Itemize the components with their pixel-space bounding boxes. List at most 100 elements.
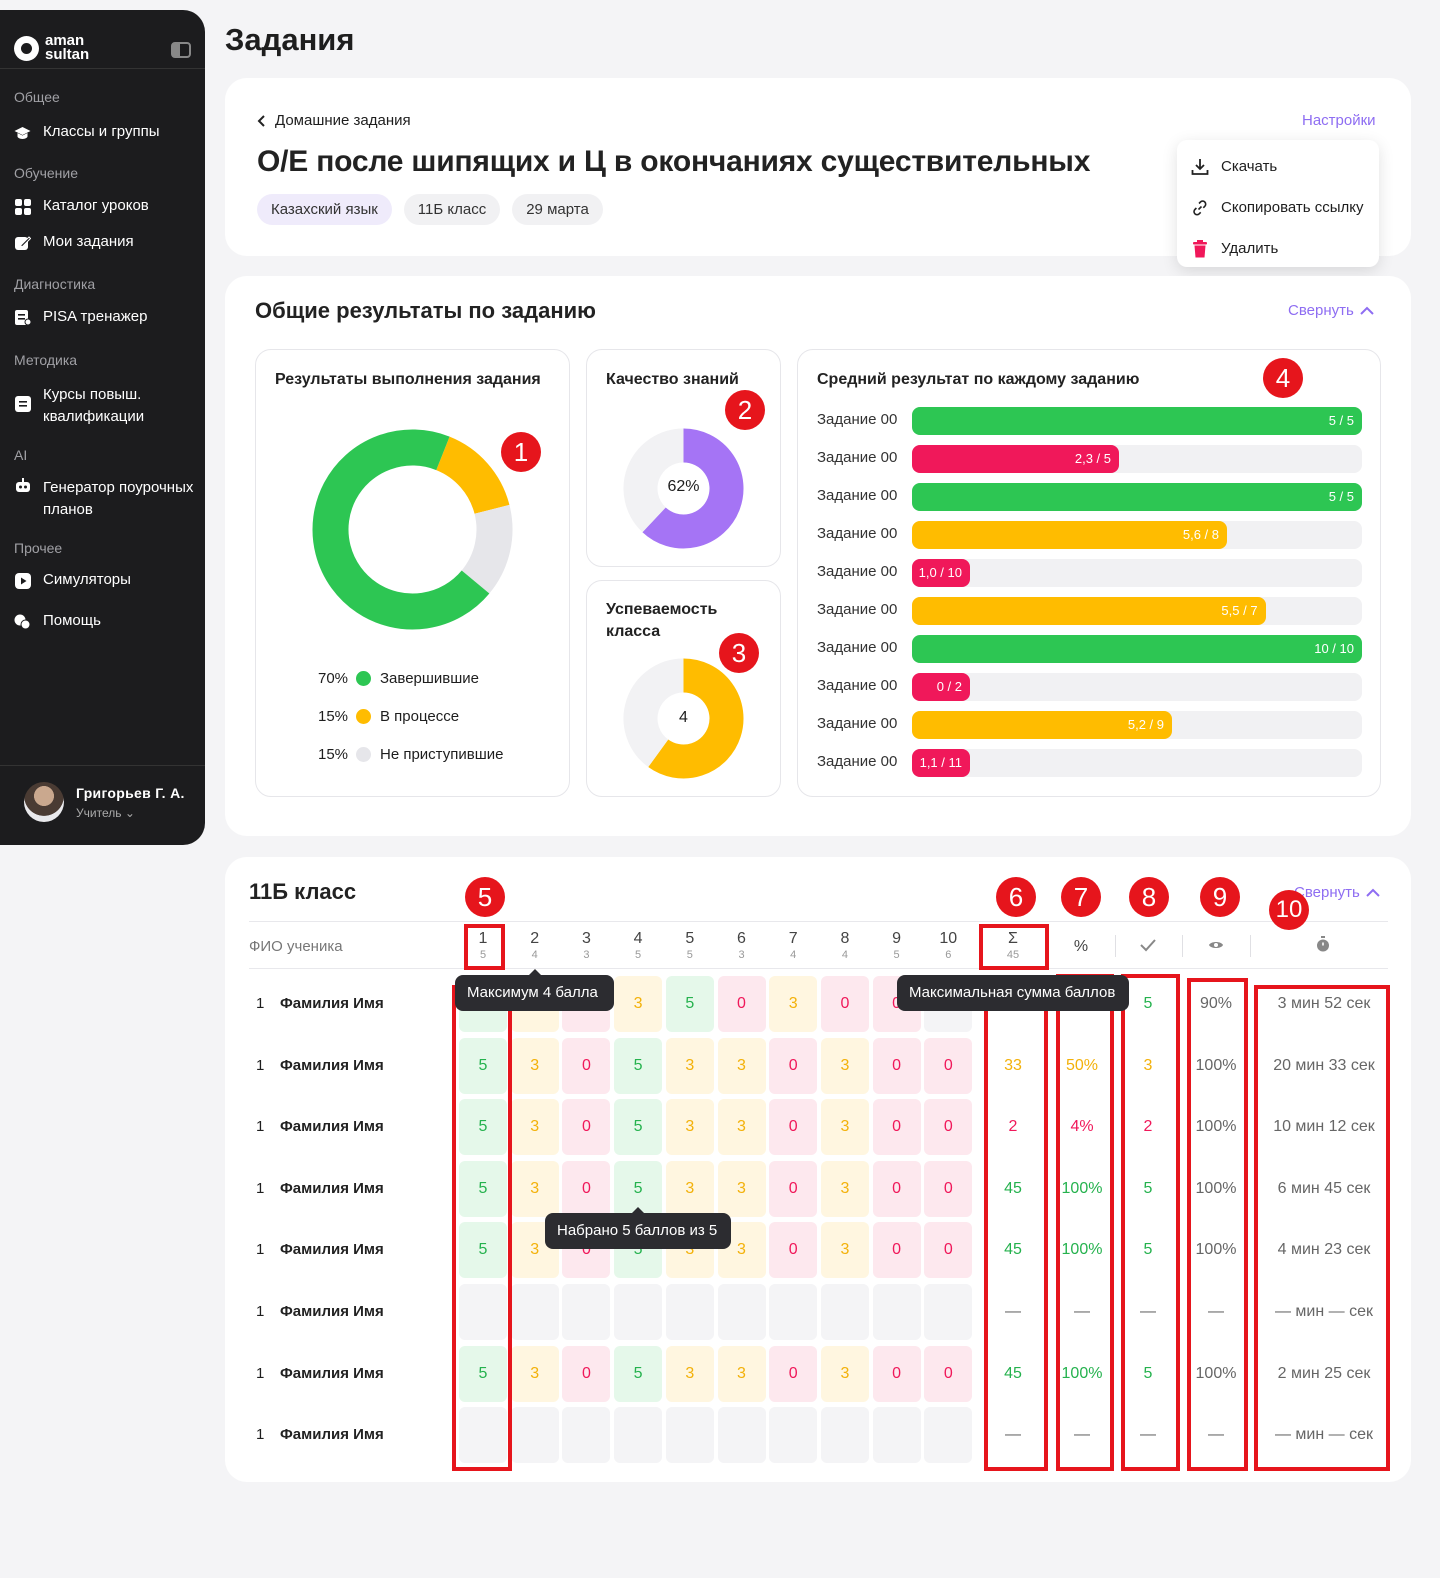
score-cell[interactable]: 3 xyxy=(510,1160,559,1217)
score-cell[interactable]: 5 xyxy=(459,1037,507,1094)
sidebar-item-plan-generator[interactable]: Генератор поурочных планов xyxy=(14,477,199,521)
score-cell[interactable]: 0 xyxy=(924,1099,973,1156)
score-cell[interactable]: 0 xyxy=(872,1345,921,1402)
score-cell[interactable]: 3 xyxy=(820,1160,869,1217)
student-name[interactable]: Фамилия Имя xyxy=(280,1179,384,1197)
score-cell[interactable]: 0 xyxy=(769,1345,818,1402)
sidebar-item-simulators[interactable]: Симуляторы xyxy=(14,569,131,591)
score-cell[interactable]: 3 xyxy=(665,1099,714,1156)
score-cell[interactable]: 0 xyxy=(872,1099,921,1156)
score-cell[interactable]: 0 xyxy=(924,1160,973,1217)
score-cell[interactable]: 0 xyxy=(872,1037,921,1094)
score-cell[interactable]: 3 xyxy=(717,1160,766,1217)
score-cell[interactable]: 5 xyxy=(614,1037,663,1094)
score-cell[interactable] xyxy=(769,1407,818,1464)
score-cell[interactable]: 5 xyxy=(614,1345,663,1402)
score-cell[interactable] xyxy=(924,1407,973,1464)
score-cell[interactable]: 0 xyxy=(924,1037,973,1094)
menu-item-delete[interactable]: Удалить xyxy=(1191,228,1365,269)
score-cell[interactable]: 0 xyxy=(562,1037,611,1094)
column-header-sum[interactable]: Σ 45 xyxy=(1006,930,1020,961)
score-cell[interactable]: 0 xyxy=(562,1099,611,1156)
score-cell[interactable] xyxy=(562,1284,611,1340)
user-profile[interactable]: Григорьев Г. А. Учитель ⌄ xyxy=(24,782,185,822)
score-cell[interactable]: 0 xyxy=(562,1160,611,1217)
score-cell[interactable]: 0 xyxy=(820,976,869,1032)
score-cell[interactable] xyxy=(510,1284,559,1340)
column-header-task-10[interactable]: 10 6 xyxy=(939,930,958,961)
breadcrumb[interactable]: Домашние задания xyxy=(257,112,411,129)
score-cell[interactable]: 0 xyxy=(924,1222,973,1279)
score-cell[interactable]: 0 xyxy=(562,1345,611,1402)
score-cell[interactable] xyxy=(820,1284,869,1340)
score-cell[interactable] xyxy=(717,1284,766,1340)
score-cell[interactable] xyxy=(459,1284,507,1340)
score-cell[interactable]: 3 xyxy=(614,976,663,1032)
score-cell[interactable]: 3 xyxy=(665,1037,714,1094)
score-cell[interactable]: 3 xyxy=(510,1345,559,1402)
sidebar-item-classes[interactable]: Классы и группы xyxy=(14,121,160,143)
column-header-percent[interactable]: % xyxy=(1073,938,1089,955)
score-cell[interactable]: 0 xyxy=(872,1160,921,1217)
score-cell[interactable]: 0 xyxy=(769,1099,818,1156)
logo[interactable]: aman sultan xyxy=(14,33,89,62)
score-cell[interactable] xyxy=(665,1284,714,1340)
score-cell[interactable] xyxy=(614,1284,663,1340)
score-cell[interactable] xyxy=(717,1407,766,1464)
sidebar-collapse-icon[interactable] xyxy=(171,42,191,58)
student-name[interactable]: Фамилия Имя xyxy=(280,1303,384,1320)
score-cell[interactable]: 3 xyxy=(820,1345,869,1402)
column-header-time[interactable] xyxy=(1299,936,1347,957)
score-cell[interactable]: 3 xyxy=(820,1037,869,1094)
sidebar-item-my-tasks[interactable]: Мои задания xyxy=(14,231,134,253)
score-cell[interactable] xyxy=(769,1284,818,1340)
score-cell[interactable]: 5 xyxy=(459,1160,507,1217)
student-name[interactable]: Фамилия Имя xyxy=(280,1364,384,1382)
score-cell[interactable]: 3 xyxy=(717,1099,766,1156)
score-cell[interactable]: 3 xyxy=(510,1099,559,1156)
sidebar-item-pisa[interactable]: PISA тренажер xyxy=(14,306,147,328)
score-cell[interactable]: 5 xyxy=(459,1222,507,1279)
score-cell[interactable]: 3 xyxy=(717,1037,766,1094)
score-cell[interactable]: 0 xyxy=(924,1345,973,1402)
score-cell[interactable]: 5 xyxy=(459,1345,507,1402)
score-cell[interactable] xyxy=(872,1284,921,1340)
menu-item-download[interactable]: Скачать xyxy=(1191,146,1365,187)
score-cell[interactable]: 0 xyxy=(872,1222,921,1279)
student-name[interactable]: Фамилия Имя xyxy=(280,1056,384,1074)
score-cell[interactable] xyxy=(614,1407,663,1464)
sidebar-item-courses[interactable]: Курсы повыш. квалификации xyxy=(14,384,184,428)
sidebar-item-catalog[interactable]: Каталог уроков xyxy=(14,195,149,217)
score-cell[interactable] xyxy=(562,1407,611,1464)
score-cell[interactable]: 0 xyxy=(769,1160,818,1217)
student-name[interactable]: Фамилия Имя xyxy=(280,1241,384,1259)
menu-item-copy-link[interactable]: Скопировать ссылку xyxy=(1191,187,1365,228)
score-cell[interactable] xyxy=(924,1284,973,1340)
score-cell[interactable]: 0 xyxy=(769,1222,818,1279)
score-cell[interactable] xyxy=(872,1407,921,1464)
column-header-checked[interactable] xyxy=(1124,938,1172,957)
score-cell[interactable]: 5 xyxy=(665,976,714,1032)
score-cell[interactable]: 5 xyxy=(459,1099,507,1156)
student-name[interactable]: Фамилия Имя xyxy=(280,1118,384,1136)
score-cell[interactable]: 3 xyxy=(665,1345,714,1402)
score-cell[interactable]: 3 xyxy=(769,976,818,1032)
score-cell[interactable] xyxy=(510,1407,559,1464)
score-cell[interactable]: 3 xyxy=(665,1160,714,1217)
score-cell[interactable] xyxy=(459,1407,507,1464)
score-cell[interactable]: 3 xyxy=(510,1037,559,1094)
score-cell[interactable] xyxy=(665,1407,714,1464)
score-cell[interactable]: 5 xyxy=(614,1099,663,1156)
table-collapse-button[interactable]: Свернуть xyxy=(1294,884,1380,901)
student-name[interactable]: Фамилия Имя xyxy=(280,1426,384,1444)
score-cell[interactable]: 3 xyxy=(717,1345,766,1402)
sidebar-item-help[interactable]: Помощь xyxy=(14,610,101,632)
